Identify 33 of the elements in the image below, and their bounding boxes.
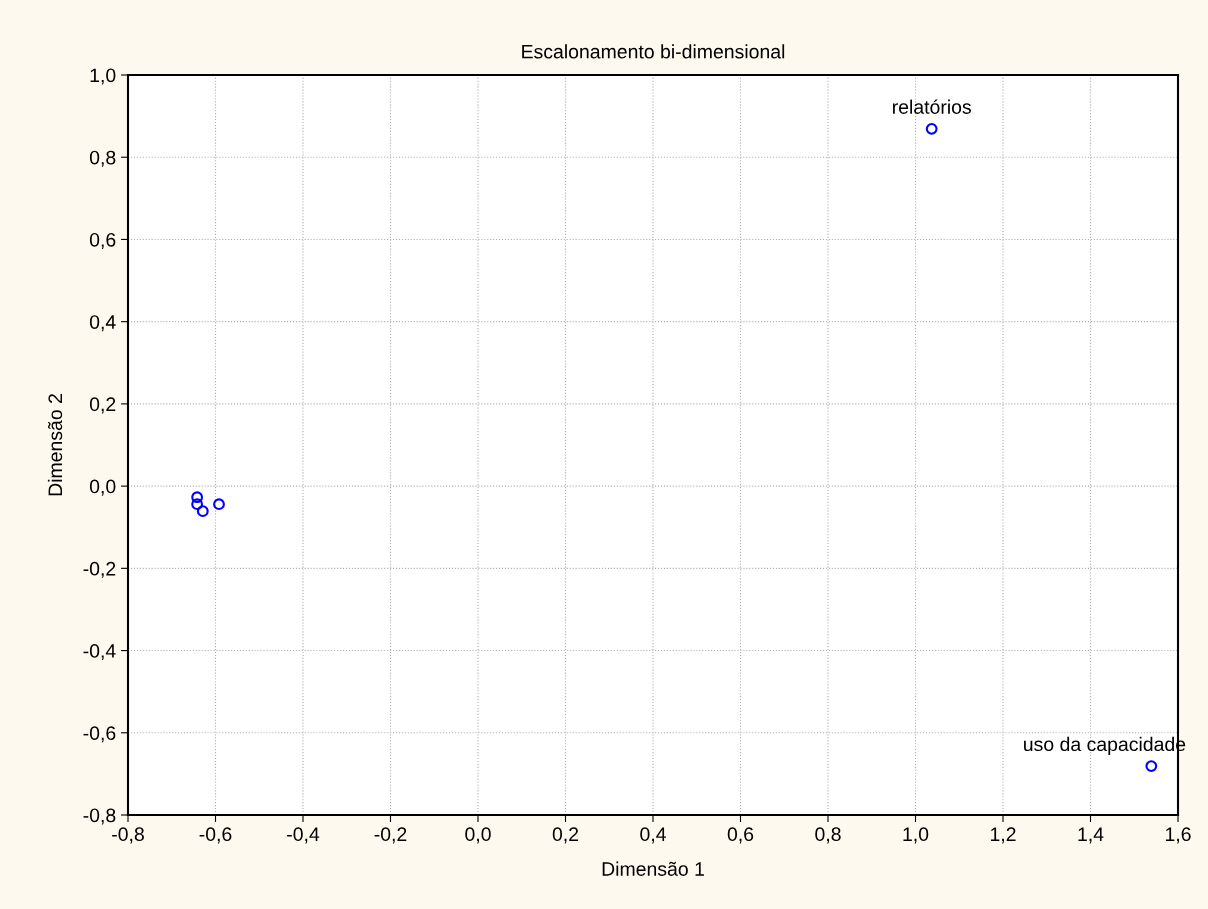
- x-tick-label: 0,8: [815, 827, 841, 844]
- y-tick-label: 0,2: [89, 397, 116, 414]
- x-tick-label: -0,8: [112, 827, 144, 844]
- x-tick-label: 0,2: [552, 827, 579, 844]
- x-tick-label: -0,2: [374, 827, 407, 844]
- x-tick-label: -0,4: [287, 827, 320, 844]
- x-tick-label: 0,6: [727, 827, 754, 844]
- point: [1145, 760, 1158, 772]
- annotation: relatórios: [893, 99, 971, 114]
- y-tick-label: -0,6: [83, 726, 116, 743]
- point: [925, 122, 938, 135]
- y-tick-label: 0,6: [89, 232, 116, 249]
- point: [191, 491, 204, 504]
- x-tick-label: 1,4: [1078, 827, 1104, 844]
- x-tick-label: 1,0: [903, 827, 929, 844]
- y-tick-label: 0,8: [89, 150, 116, 167]
- y-axis-title: Dimensão 2: [47, 394, 63, 496]
- point: [191, 498, 204, 511]
- x-tick-label: 1,2: [990, 827, 1016, 844]
- y-tick-label: -0,8: [83, 808, 116, 825]
- x-tick-label: 1,6: [1165, 827, 1191, 844]
- y-tick-label: -0,2: [83, 561, 116, 578]
- y-tick-label: 1,0: [90, 68, 116, 85]
- y-tick-label: -0,4: [83, 644, 116, 661]
- y-tick-label: 0,0: [89, 479, 116, 496]
- point: [196, 505, 209, 518]
- x-tick-label: 0,4: [640, 827, 666, 844]
- x-tick-label: -0,6: [199, 827, 232, 844]
- y-tick-label: 0,4: [89, 315, 116, 332]
- point: [213, 498, 225, 511]
- x-axis-title: Dimensão 1: [602, 861, 704, 876]
- chart-title: Escalonamento bi-dimensional: [522, 44, 785, 59]
- x-tick-label: 0,0: [465, 827, 491, 844]
